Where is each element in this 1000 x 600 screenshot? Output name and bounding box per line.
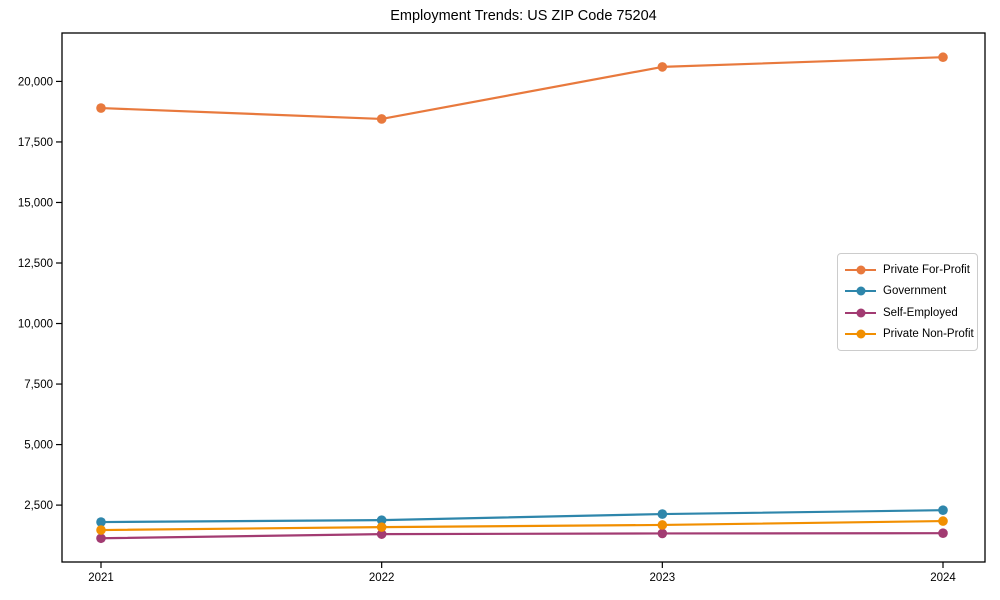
- legend-swatch: [845, 307, 876, 318]
- data-point-self-employed: [938, 528, 948, 538]
- legend-label: Self-Employed: [883, 306, 958, 319]
- legend-dot-icon: [856, 308, 865, 318]
- data-point-self-employed: [657, 528, 668, 539]
- series-line-private-for-profit: [100, 56, 944, 121]
- legend-entry-government: Government: [845, 285, 970, 297]
- x-tick-label: 2023: [650, 572, 676, 584]
- data-point-government: [657, 509, 668, 519]
- plot-border: [61, 32, 986, 563]
- legend-dot-icon: [856, 265, 865, 275]
- y-tick-label: 10,000: [18, 319, 53, 331]
- legend-dot-icon: [856, 329, 865, 339]
- data-point-private-non-profit: [657, 520, 668, 530]
- data-point-private-for-profit: [376, 114, 387, 124]
- legend-label: Government: [883, 285, 947, 298]
- legend-entry-self-employed: Self-Employed: [845, 307, 970, 319]
- legend-dot-icon: [856, 286, 865, 296]
- data-point-private-for-profit: [96, 103, 106, 113]
- data-point-private-for-profit: [938, 52, 948, 63]
- data-point-self-employed: [96, 533, 106, 544]
- x-tick-label: 2021: [88, 572, 114, 584]
- data-point-government: [938, 505, 948, 515]
- legend-swatch: [845, 286, 876, 297]
- chart-title: Employment Trends: US ZIP Code 75204: [390, 8, 657, 24]
- legend-label: Private Non-Profit: [883, 328, 974, 341]
- data-point-private-non-profit: [938, 516, 948, 526]
- data-point-private-for-profit: [657, 62, 668, 72]
- y-tick-label: 5,000: [24, 440, 53, 452]
- legend-label: Private For-Profit: [883, 263, 970, 276]
- legend: Private For-Profit Government Self-Employe…: [837, 253, 978, 351]
- legend-entry-private-for-profit: Private For-Profit: [845, 264, 970, 276]
- data-point-self-employed: [376, 529, 387, 539]
- data-point-government: [376, 515, 387, 525]
- y-tick-label: 2,500: [24, 500, 53, 512]
- data-point-private-non-profit: [376, 522, 387, 532]
- y-tick-label: 15,000: [18, 197, 53, 209]
- series-line-self-employed: [100, 532, 944, 540]
- y-tick-label: 7,500: [24, 379, 53, 391]
- legend-swatch: [845, 329, 876, 340]
- series-line-private-non-profit: [100, 519, 944, 532]
- series-line-government: [100, 509, 944, 524]
- y-tick-label: 17,500: [18, 137, 53, 149]
- legend-entry-private-non-profit: Private Non-Profit: [845, 328, 974, 340]
- y-tick-label: 12,500: [18, 258, 53, 270]
- legend-swatch: [845, 264, 876, 275]
- data-point-government: [96, 517, 106, 527]
- data-point-private-non-profit: [96, 525, 106, 535]
- x-tick-label: 2024: [930, 572, 956, 584]
- y-tick-label: 20,000: [18, 76, 53, 88]
- x-tick-label: 2022: [369, 572, 395, 584]
